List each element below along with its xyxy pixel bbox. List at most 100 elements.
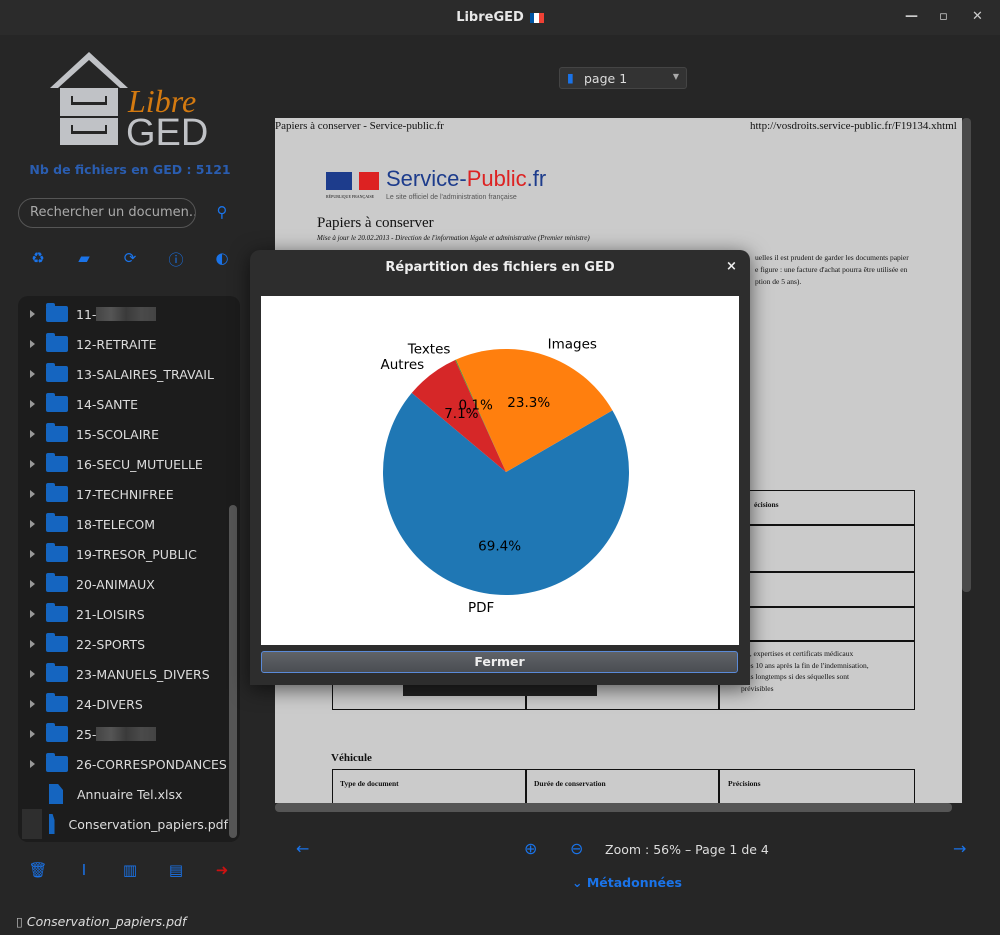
expand-arrow-icon[interactable] (30, 700, 35, 708)
minimize-button[interactable]: — (905, 9, 918, 24)
tree-folder[interactable]: 18-TELECOM (18, 509, 228, 539)
recycle-icon[interactable]: ♻ (31, 249, 45, 267)
archive-icon[interactable]: ▤ (168, 861, 184, 879)
expand-arrow-icon[interactable] (30, 430, 35, 438)
tree-folder[interactable]: 22-SPORTS (18, 629, 228, 659)
tree-folder[interactable]: 26-CORRESPONDANCES (18, 749, 228, 779)
tree-file[interactable]: Conservation_papiers.pdf (18, 809, 228, 839)
tree-folder[interactable]: 15-SCOLAIRE (18, 419, 228, 449)
folder-plus-icon[interactable]: ▰ (78, 249, 90, 267)
metadata-toggle[interactable]: ⌄ Métadonnées (572, 875, 682, 890)
french-flag-icon (529, 12, 544, 23)
tree-item-label: Annuaire Tel.xlsx (77, 786, 183, 802)
chevron-down-icon: ▼ (672, 72, 679, 81)
refresh-icon[interactable]: ⟳ (123, 249, 137, 267)
expand-arrow-icon[interactable] (30, 760, 35, 768)
window-titlebar: LibreGED — ▫ ✕ (0, 0, 1000, 35)
tree-item-label: 20-ANIMAUX (76, 576, 155, 592)
search-icon[interactable]: ⚲ (216, 203, 228, 221)
expand-arrow-icon[interactable] (30, 520, 35, 528)
search-input[interactable]: Rechercher un documen... (18, 198, 196, 228)
redacted-text (96, 727, 157, 741)
expand-arrow-icon[interactable] (30, 460, 35, 468)
tree-folder[interactable]: 20-ANIMAUX (18, 569, 228, 599)
folder-icon (46, 303, 68, 322)
expand-arrow-icon[interactable] (30, 400, 35, 408)
expand-arrow-icon[interactable] (30, 580, 35, 588)
expand-arrow-icon[interactable] (30, 640, 35, 648)
folder-icon (46, 723, 68, 742)
trash-icon[interactable]: 🗑︎ (28, 861, 48, 879)
tree-folder[interactable]: 24-DIVERS (18, 689, 228, 719)
chevron-down-icon: ⌄ (572, 875, 587, 890)
pie-slice-images (455, 349, 613, 472)
folder-icon (46, 603, 68, 622)
close-button[interactable]: Fermer (261, 651, 738, 673)
doc-updated: Mise à jour le 20.02.2013 - Direction de… (317, 234, 590, 242)
pie-pct-label: 69.4% (478, 539, 521, 555)
text-cursor-icon[interactable]: I (81, 861, 87, 879)
zoom-out-icon[interactable]: ⊖ (570, 839, 584, 858)
pdf-file-icon (49, 814, 55, 834)
tree-folder[interactable]: 13-SALAIRES_TRAVAIL (18, 359, 228, 389)
expand-arrow-icon[interactable] (30, 610, 35, 618)
svg-text:Libre: Libre (127, 83, 196, 119)
expand-arrow-icon[interactable] (30, 670, 35, 678)
tree-folder[interactable]: 16-SECU_MUTUELLE (18, 449, 228, 479)
tree-item-label: Conservation_papiers.pdf (68, 816, 228, 832)
logout-icon[interactable]: ➜ (215, 861, 229, 879)
tree-folder[interactable]: 21-LOISIRS (18, 599, 228, 629)
expand-arrow-icon[interactable] (30, 490, 35, 498)
tree-folder[interactable]: 23-MANUELS_DIVERS (18, 659, 228, 689)
tree-item-label: 13-SALAIRES_TRAVAIL (76, 366, 214, 382)
tree-folder[interactable]: 11- (18, 299, 228, 329)
expand-arrow-icon[interactable] (30, 340, 35, 348)
marianne-logo (326, 172, 352, 190)
maximize-button[interactable]: ▫ (939, 9, 948, 24)
page-icon: ▮ (567, 70, 574, 85)
expand-arrow-icon[interactable] (30, 370, 35, 378)
close-window-button[interactable]: ✕ (972, 9, 983, 24)
next-page-arrow-icon[interactable]: → (953, 839, 967, 858)
svg-text:GED: GED (126, 112, 208, 147)
tree-scrollbar[interactable] (229, 505, 237, 838)
file-tree[interactable]: 11- 12-RETRAITE 13-SALAIRES_TRAVAIL 14-SANT… (18, 296, 240, 842)
tree-folder[interactable]: 17-TECHNIFREE (18, 479, 228, 509)
tree-item-label: 15-SCOLAIRE (76, 426, 159, 442)
doc-horizontal-scrollbar[interactable] (275, 803, 952, 812)
doc-vertical-scrollbar[interactable] (962, 118, 971, 592)
tree-item-label: 23-MANUELS_DIVERS (76, 666, 210, 682)
table-header: Durée de conservation (534, 779, 606, 788)
table-header: Précisions (728, 779, 761, 788)
chart-icon[interactable]: ▥ (122, 861, 138, 879)
doc-title: Papiers à conserver (317, 215, 434, 231)
pie-slice-textes (455, 359, 506, 472)
doc-note: res, expertises et certificats médicaux r… (741, 649, 869, 693)
pie-slice-autres (411, 359, 506, 472)
previous-page-arrow-icon[interactable]: ← (296, 839, 310, 858)
folder-icon (46, 633, 68, 652)
rf-text: République Française (326, 194, 375, 199)
zoom-in-icon[interactable]: ⊕ (524, 839, 538, 858)
contrast-icon[interactable]: ◐ (215, 249, 229, 267)
tree-item-label: 18-TELECOM (76, 516, 156, 532)
folder-icon (46, 693, 68, 712)
tree-folder[interactable]: 19-TRESOR_PUBLIC (18, 539, 228, 569)
pie-label: Autres (380, 357, 424, 373)
tree-folder[interactable]: 12-RETRAITE (18, 329, 228, 359)
redacted-text (96, 307, 157, 321)
folder-icon (46, 393, 68, 412)
tree-folder[interactable]: 14-SANTE (18, 389, 228, 419)
pie-label: PDF (468, 600, 494, 616)
page-select[interactable]: ▮ page 1 ▼ (559, 67, 687, 89)
expand-arrow-icon[interactable] (30, 310, 35, 318)
expand-arrow-icon[interactable] (30, 550, 35, 558)
doc-header-left: Papiers à conserver - Service-public.fr (275, 120, 444, 132)
tree-file[interactable]: Annuaire Tel.xlsx (18, 779, 228, 809)
folder-icon (46, 333, 68, 352)
tree-folder[interactable]: 25- (18, 719, 228, 749)
tree-item-label: 14-SANTE (76, 396, 139, 412)
expand-arrow-icon[interactable] (30, 730, 35, 738)
close-icon[interactable]: × (726, 259, 737, 274)
info-icon[interactable]: ⓘ (168, 251, 184, 269)
